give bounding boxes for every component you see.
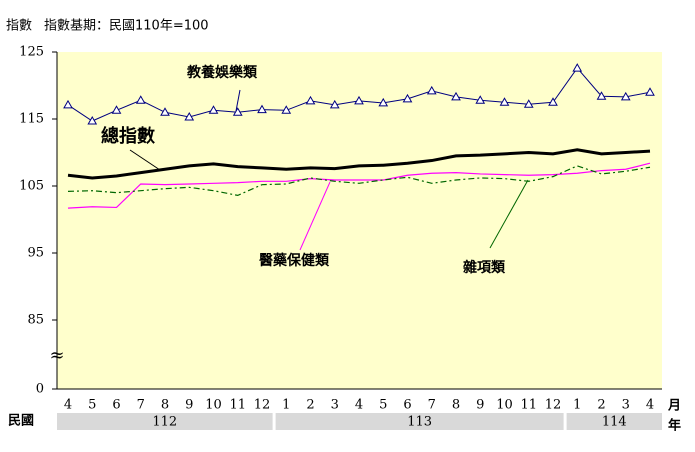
- point-marker: [329, 99, 340, 109]
- year-group: [566, 413, 662, 430]
- series-label: 醫藥保健類: [259, 252, 330, 269]
- x-tick-label: 10: [496, 398, 513, 413]
- x-tick-label: 9: [476, 398, 484, 413]
- point-marker: [208, 105, 219, 114]
- point-marker: [548, 97, 558, 106]
- year-label: 113: [407, 415, 432, 430]
- x-tick-label: 11: [229, 398, 246, 413]
- plot-area: [57, 52, 662, 389]
- x-tick-label: 5: [379, 398, 387, 413]
- series-label: 教養娛樂類: [187, 64, 258, 81]
- x-tick-label: 2: [597, 398, 605, 413]
- series-line: [67, 162, 651, 209]
- y-tick-label: 105: [19, 179, 44, 194]
- x-tick-label: 1: [573, 398, 581, 413]
- x-tick-label: 8: [452, 398, 460, 413]
- x-axis-label: 年: [668, 418, 681, 434]
- point-marker: [426, 85, 437, 95]
- point-marker: [596, 91, 607, 100]
- series-line: [67, 148, 651, 180]
- point-marker: [378, 97, 389, 107]
- x-tick-label: 3: [331, 398, 339, 413]
- y-axis-label: 指數: [6, 19, 32, 34]
- x-tick-label: 12: [545, 398, 562, 413]
- point-marker: [402, 93, 413, 103]
- x-axis-label: 民國: [8, 414, 34, 429]
- x-tick-label: 1: [282, 398, 290, 413]
- point-marker: [499, 97, 510, 106]
- point-marker: [232, 107, 243, 116]
- point-marker: [475, 95, 486, 104]
- leader-line: [129, 149, 161, 171]
- x-tick-label: 12: [254, 398, 271, 413]
- x-tick-label: 6: [112, 398, 120, 413]
- x-tick-label: 9: [185, 398, 193, 413]
- y-tick-label: 85: [27, 313, 44, 328]
- point-marker: [572, 63, 583, 72]
- y-tick-label: 115: [19, 112, 44, 127]
- x-tick-label: 4: [646, 398, 654, 413]
- axis-break: ≈: [49, 345, 64, 366]
- x-tick-label: 7: [428, 398, 436, 413]
- point-marker: [645, 87, 655, 96]
- point-marker: [281, 105, 292, 114]
- point-marker: [135, 95, 146, 104]
- point-marker: [111, 105, 122, 114]
- x-tick-label: 2: [306, 398, 314, 413]
- series-line: [67, 165, 651, 197]
- year-group: [57, 413, 273, 430]
- year-group: [275, 413, 564, 430]
- point-marker: [354, 95, 364, 105]
- point-marker: [257, 104, 267, 114]
- y-tick-label: 125: [19, 45, 44, 60]
- point-marker: [451, 91, 461, 101]
- x-tick-label: 11: [520, 398, 537, 413]
- series-label: 雜項類: [463, 259, 506, 276]
- point-marker: [184, 111, 195, 121]
- year-label: 112: [152, 415, 177, 430]
- x-tick-label: 4: [64, 398, 72, 413]
- point-marker: [523, 99, 534, 108]
- point-marker: [620, 91, 631, 101]
- x-tick-label: 5: [88, 398, 96, 413]
- year-label: 114: [602, 415, 627, 430]
- series-label: 總指數: [101, 125, 155, 147]
- leader-line: [235, 89, 241, 112]
- x-tick-label: 8: [161, 398, 169, 413]
- point-marker: [160, 107, 170, 116]
- x-tick-label: 10: [205, 398, 222, 413]
- point-marker: [305, 95, 316, 105]
- y-tick-label: 95: [27, 246, 44, 261]
- x-tick-label: 7: [137, 398, 145, 413]
- x-axis-label: 月: [667, 399, 681, 414]
- point-marker: [87, 116, 98, 125]
- x-tick-label: 3: [622, 398, 630, 413]
- leader-line: [489, 179, 529, 249]
- subtitle: 指數基期：民國110年=100: [44, 19, 209, 34]
- point-marker: [63, 99, 73, 109]
- x-tick-label: 4: [355, 398, 363, 413]
- leader-line: [299, 181, 331, 251]
- y-tick-label: 0: [36, 382, 44, 397]
- x-tick-label: 6: [403, 398, 411, 413]
